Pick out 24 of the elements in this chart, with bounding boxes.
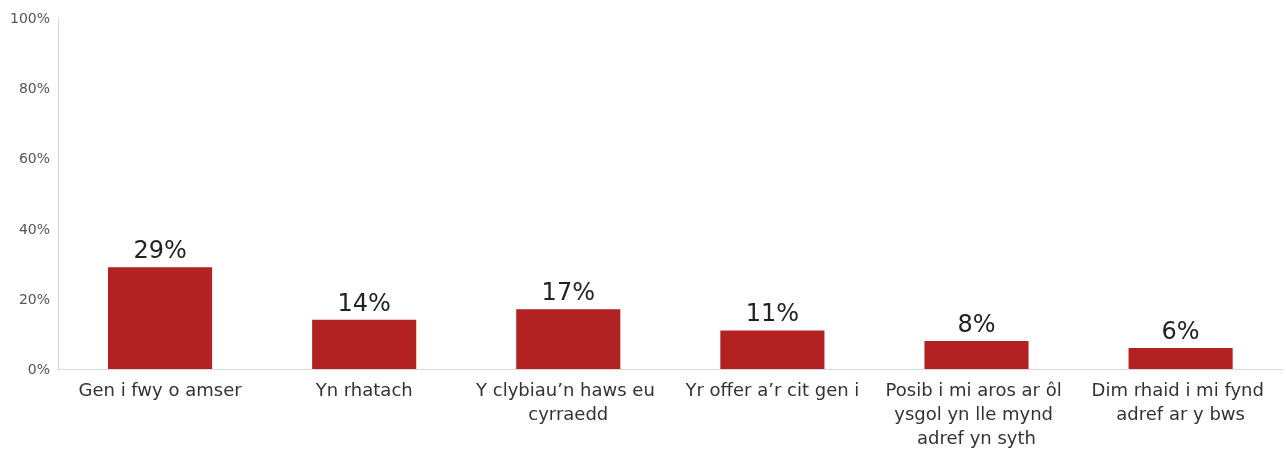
y-tick-label: 0% (27, 361, 50, 377)
x-tick-label: Y clybiau’n haws eu cyrraedd (475, 378, 661, 424)
y-tick-label: 100% (9, 10, 50, 26)
y-tick-label: 60% (18, 150, 50, 167)
bar (720, 330, 825, 369)
y-tick-label: 20% (18, 290, 50, 307)
x-tick-label: Posib i mi aros ar ôl ysgol yn lle mynd adref yn syth (885, 378, 1068, 448)
data-label: 17% (541, 278, 595, 307)
x-tick-label: Yr offer a’r cit gen i (684, 378, 860, 400)
data-label: 6% (1161, 316, 1200, 345)
data-label: 8% (957, 309, 996, 338)
x-tick-label: Gen i fwy o amser (78, 378, 243, 400)
data-label: 29% (133, 236, 187, 265)
data-label: 11% (745, 299, 800, 328)
y-tick-label: 40% (18, 220, 50, 237)
y-tick-label: 80% (18, 80, 50, 97)
x-tick-label: Dim rhaid i mi fynd adref ar y bws (1091, 378, 1270, 424)
bar (312, 319, 417, 369)
data-label: 14% (337, 288, 391, 317)
bar (1128, 347, 1233, 369)
bar (516, 309, 621, 369)
bar (924, 340, 1029, 369)
bar (108, 267, 213, 369)
x-tick-label: Yn rhatach (314, 378, 413, 400)
